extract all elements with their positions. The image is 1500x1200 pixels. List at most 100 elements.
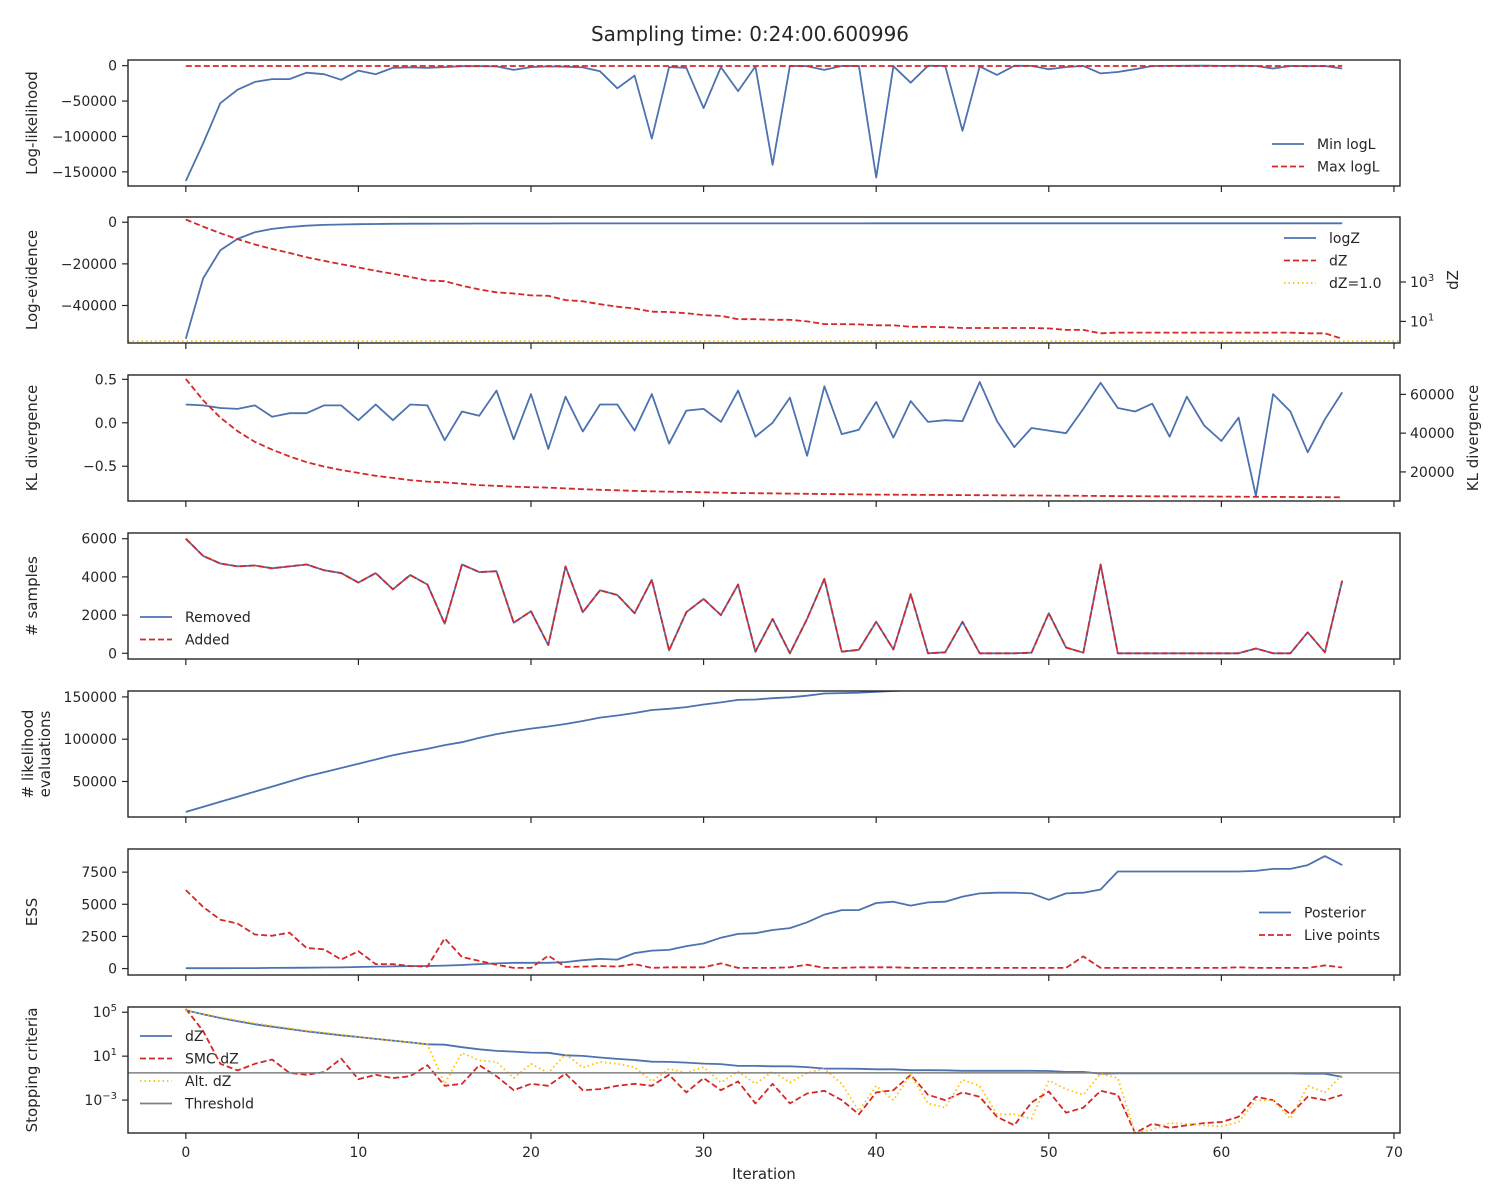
y-tick-label: −50000 [61,94,117,110]
plot-area [185,691,915,813]
series-line-live-points [185,889,1343,969]
y2-tick-label: 20000 [1410,465,1455,481]
subplots: 0 −50000 −100000 −150000 Log-likelihood Min l… [19,59,1482,1161]
y-tick-label: 50000 [72,774,117,790]
subplot-4: 6000 4000 2000 0 # samples Removed Added [23,532,1401,665]
y-tick-label: 150000 [64,690,117,706]
y-axis-label: Log-likelihood [23,71,41,175]
plot-area [185,855,1343,970]
y-tick-label: 2000 [81,608,117,624]
axes-frame [127,216,1401,344]
legend-label: Alt. dZ [185,1074,231,1090]
series-line-smc-dz [185,1008,1343,1133]
y-tick-label: 0.0 [95,416,117,432]
legend-label: Posterior [1304,906,1366,922]
subplot-7: 0 10 20 30 40 50 60 70 105 101 10−3 Stopping criter… [23,1003,1403,1161]
y-tick-label: 5000 [81,897,117,913]
x-tick-label: 50 [1040,1145,1058,1161]
subplot-2: 0 −20000 −40000 101 103 Log-evidence dZ logZ dZ d… [23,215,1462,349]
y2-tick-label: 103 [1410,273,1434,291]
series-line-alt-dz [185,1009,1343,1133]
plot-area [184,64,1343,182]
legend-label: dZ [1329,254,1347,270]
y-tick-label: 0 [108,59,117,75]
series-line-dz [185,1009,1343,1078]
y-axis-label: ESS [23,898,41,927]
y-axis-label: KL divergence [23,385,41,491]
subplot-5: 150000 100000 50000 # likelihoodevaluations [19,690,1401,823]
legend-label: Max logL [1317,160,1380,176]
y-tick-label: −40000 [61,299,117,315]
y-tick-label: 0 [108,646,117,662]
y-axis-label: # samples [23,556,41,636]
legend-label: dZ=1.0 [1329,276,1381,292]
y-tick-label: −150000 [52,165,117,181]
y2-tick-label: 60000 [1410,387,1455,403]
series-line-min-logl [184,64,1343,182]
y2-axis-label: KL divergence [1464,385,1482,491]
x-tick-label: 40 [867,1145,885,1161]
y-tick-label: 10−3 [84,1091,117,1109]
series-line-2 [185,378,1343,499]
x-tick-label: 70 [1385,1145,1403,1161]
series-line-1 [185,691,915,813]
plot-area [128,218,1400,342]
series-line-posterior [185,855,1343,970]
legend-label: SMC dZ [185,1052,239,1068]
legend: Min logL Max logL [1272,137,1380,176]
legend-label: logZ [1329,231,1360,247]
y2-tick-label: 40000 [1410,426,1455,442]
x-tick-label: 60 [1212,1145,1230,1161]
series-line-logz [184,222,1343,340]
plot-area [185,378,1343,499]
y-axis-label: Stopping criteria [23,1008,41,1133]
legend-label: Removed [185,610,251,626]
axes-frame [127,59,1401,187]
y2-tick-label: 101 [1410,312,1434,330]
axes-frame [127,532,1401,660]
legend: logZ dZ dZ=1.0 [1284,231,1381,292]
series-line-1 [185,381,1343,497]
y-tick-label: 6000 [81,532,117,548]
y2-axis-label: dZ [1444,270,1462,290]
y-tick-label: 7500 [81,865,117,881]
y-tick-label: 0.5 [95,372,117,388]
legend-label: Added [185,633,230,649]
x-tick-label: 10 [349,1145,367,1161]
figure-title: Sampling time: 0:24:00.600996 [591,22,909,46]
y-tick-label: −100000 [52,129,117,145]
axes-frame [127,374,1401,502]
series-line-dz [185,218,1343,340]
y-tick-label: −0.5 [83,459,117,475]
legend-label: Live points [1304,928,1380,944]
legend-label: Min logL [1317,137,1376,153]
x-tick-label: 0 [181,1145,190,1161]
subplot-3: 0.5 0.0 −0.5 60000 40000 20000 KL divergence KL… [23,372,1482,507]
y-axis-label: Log-evidence [23,230,41,330]
y-tick-label: 0 [108,215,117,231]
x-tick-label: 30 [695,1145,713,1161]
legend-label: dZ [185,1029,203,1045]
axes-frame [127,1006,1401,1134]
legend: Posterior Live points [1259,906,1380,944]
y-axis-label: # likelihoodevaluations [19,710,54,799]
y-tick-label: 105 [93,1003,117,1021]
axes-frame [127,848,1401,976]
y-tick-label: 101 [93,1047,117,1065]
subplot-1: 0 −50000 −100000 −150000 Log-likelihood Min l… [23,59,1401,192]
x-tick-label: 20 [522,1145,540,1161]
plot-area [185,538,1344,655]
y-tick-label: 4000 [81,570,117,586]
y-tick-label: 0 [108,962,117,978]
x-axis-label: Iteration [732,1165,796,1183]
series-line-added [185,538,1344,655]
y-tick-label: 100000 [64,732,117,748]
subplot-6: 7500 5000 2500 0 ESS Posterior Live points [23,848,1401,981]
y-tick-label: 2500 [81,929,117,945]
legend: dZ SMC dZ Alt. dZ Threshold [140,1029,254,1113]
plot-area [128,1008,1400,1133]
y-tick-label: −20000 [61,257,117,273]
axes-frame [127,690,1401,818]
legend: Removed Added [140,610,251,649]
